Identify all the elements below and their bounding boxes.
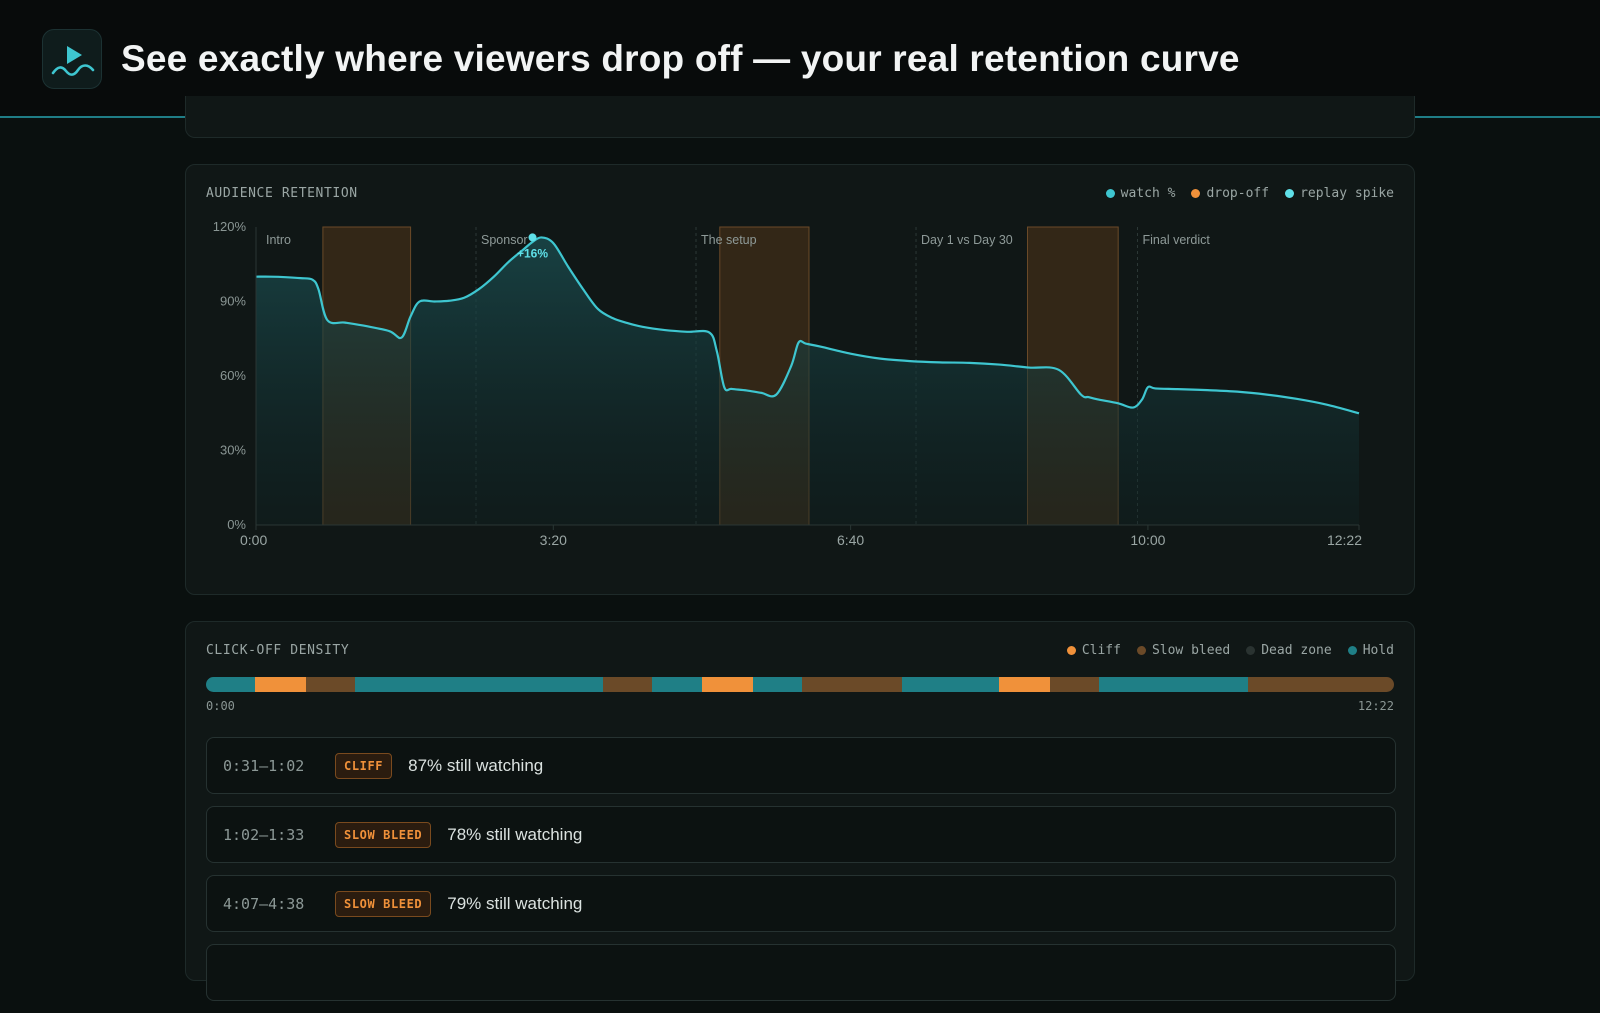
legend-replay-label: replay spike [1300,186,1394,201]
legend-watch: watch % [1105,186,1176,201]
legend-hold: Hold [1347,643,1394,658]
density-panel-title: CLICK-OFF DENSITY [206,643,350,658]
density-segment-hold[interactable] [206,677,255,692]
density-start-label: 0:00 [206,699,235,713]
density-segment-hold[interactable] [901,677,1000,692]
chapter-label: Sponsor [481,233,528,247]
legend-hold-swatch [1347,646,1357,655]
y-tick-label: 60% [220,368,246,383]
legend-dead-zone-label: Dead zone [1261,643,1332,658]
legend-dead-zone: Dead zone [1246,643,1332,658]
legend-slow-bleed: Slow bleed [1136,643,1231,658]
legend-replay-swatch [1285,189,1295,198]
density-segment-slow-bleed[interactable] [801,677,902,692]
density-segment-slow-bleed[interactable] [305,677,355,692]
segment-row[interactable]: 1:02–1:33 SLOW BLEED 78% still watching [206,806,1396,863]
segment-text: 78% still watching [447,824,583,844]
legend-dropoff: drop-off [1191,186,1269,201]
legend-dropoff-swatch [1191,189,1201,198]
y-tick-label: 120% [213,219,247,234]
density-segment-hold[interactable] [651,677,702,692]
segment-badge: CLIFF [335,752,393,779]
replay-spike-point [528,233,537,242]
density-timeline-bar[interactable] [206,677,1394,692]
retention-panel: AUDIENCE RETENTION watch % drop-off repl… [185,164,1415,595]
density-segment-hold[interactable] [1099,677,1248,692]
segment-text: 79% still watching [447,893,583,913]
legend-cliff-label: Cliff [1081,643,1121,658]
chapter-label: Day 1 vs Day 30 [921,233,1013,247]
retention-line [255,236,1360,415]
chapter-label: The setup [701,233,757,247]
retention-legend: watch % drop-off replay spike [1105,186,1394,201]
density-panel: CLICK-OFF DENSITY Cliff Slow bleed Dead … [185,621,1415,1001]
segment-time: 4:07–4:38 [223,894,305,913]
density-legend: Cliff Slow bleed Dead zone Hold [1066,643,1394,658]
x-tick-label: 12:22 [1327,532,1362,548]
segment-text: 87% still watching [408,755,544,775]
segment-row[interactable]: 0:31–1:02 CLIFF 87% still watching [206,737,1396,794]
segment-badge: SLOW BLEED [335,890,432,917]
legend-watch-swatch [1105,189,1115,198]
density-segment-cliff[interactable] [254,677,306,692]
segment-row[interactable] [206,944,1396,1001]
segment-badge: SLOW BLEED [335,821,432,848]
density-segment-slow-bleed[interactable] [603,677,652,692]
legend-slow-bleed-label: Slow bleed [1151,643,1231,658]
chapter-label: Intro [266,233,291,247]
replay-spike-label: +16% [517,246,548,260]
density-segment-hold[interactable] [354,677,604,692]
density-segment-hold[interactable] [753,677,802,692]
legend-watch-label: watch % [1120,186,1176,201]
x-tick-label: 6:40 [837,532,864,548]
segment-time: 1:02–1:33 [223,825,305,844]
chapter-label: Final verdict [1143,233,1211,247]
retention-panel-title: AUDIENCE RETENTION [206,186,358,201]
density-segment-slow-bleed[interactable] [1247,677,1394,692]
legend-cliff-swatch [1066,646,1076,655]
y-tick-label: 0% [227,517,246,532]
segment-row[interactable]: 4:07–4:38 SLOW BLEED 79% still watching [206,875,1396,932]
play-wave-icon[interactable] [42,29,102,89]
x-tick-label: 0:00 [240,532,267,548]
page-title: See exactly where viewers drop off — you… [121,38,1240,79]
segment-time: 0:31–1:02 [223,756,305,775]
legend-cliff: Cliff [1066,643,1121,658]
legend-hold-label: Hold [1362,643,1394,658]
legend-slow-bleed-swatch [1136,646,1146,655]
segment-list: 0:31–1:02 CLIFF 87% still watching 1:02–… [206,737,1396,1013]
y-tick-label: 90% [220,294,246,309]
density-end-label: 12:22 [1357,699,1394,713]
density-segment-cliff[interactable] [701,677,754,692]
legend-replay: replay spike [1285,186,1394,201]
retention-chart[interactable]: 0% 30% 60% 90% 120% 0:00 3:20 6:40 10:00 12:22 Int… [186,165,1414,594]
density-segment-cliff[interactable] [999,677,1051,692]
retention-area [256,237,1359,525]
legend-dropoff-label: drop-off [1206,186,1270,201]
y-tick-label: 30% [220,443,246,458]
legend-dead-zone-swatch [1246,646,1256,655]
x-tick-label: 10:00 [1130,532,1165,548]
previous-panel [185,96,1415,138]
x-tick-label: 3:20 [540,532,567,548]
density-segment-slow-bleed[interactable] [1050,677,1100,692]
